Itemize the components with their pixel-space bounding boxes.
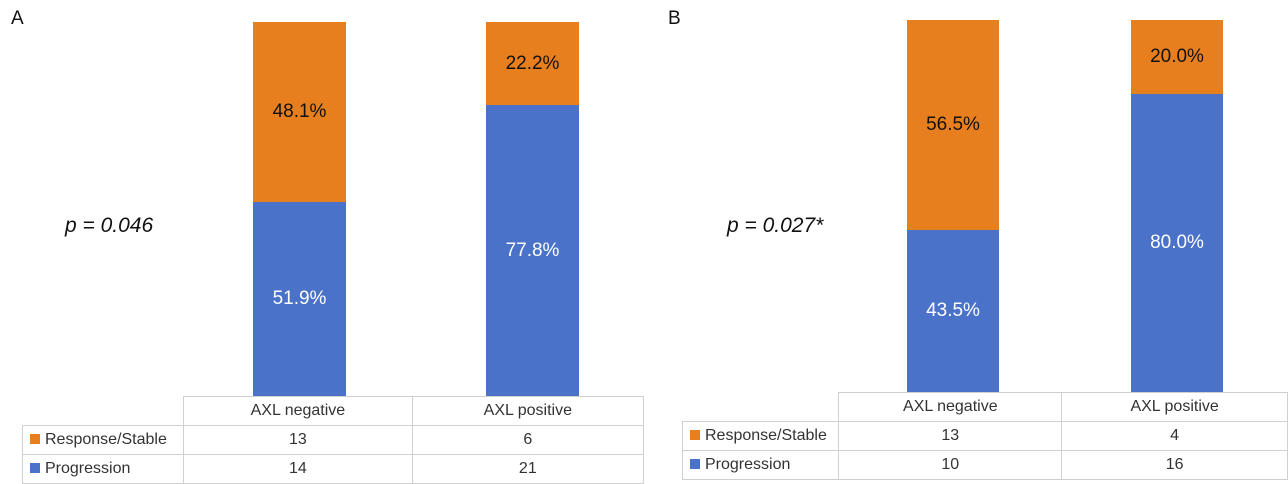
table-cell: 21 — [411, 454, 645, 484]
bar-response: 56.5% — [907, 20, 999, 231]
table-column-header: AXL positive — [1061, 392, 1288, 422]
table-cell: 14 — [183, 454, 413, 484]
chart-panel-b: B p = 0.027* 43.5% 56.5% 80.0% 20.0% AXL ne… — [644, 0, 1288, 480]
bar-response: 20.0% — [1131, 20, 1223, 95]
data-table: AXL negative AXL positive Response/Stabl… — [681, 392, 1288, 480]
table-row: Progression 10 16 — [681, 450, 1288, 480]
table-cell: 6 — [411, 425, 645, 455]
data-label: 51.9% — [272, 287, 327, 309]
p-value-annotation: p = 0.046 — [65, 214, 154, 237]
table-cell: 13 — [838, 421, 1063, 451]
table-cell: 4 — [1061, 421, 1288, 451]
data-table: AXL negative AXL positive Response/Stabl… — [21, 396, 645, 484]
legend-swatch-progression — [690, 458, 700, 469]
table-cell: 10 — [838, 450, 1063, 480]
table-row: Response/Stable 13 4 — [681, 421, 1288, 451]
legend-swatch-progression — [30, 462, 40, 473]
legend-item-response: Response/Stable — [681, 421, 840, 451]
chart-panel-a: A p = 0.046 51.9% 48.1% 77.8% 22.2% AXL neg… — [0, 0, 645, 484]
bar-response: 22.2% — [486, 22, 579, 106]
data-label: 48.1% — [272, 100, 327, 122]
table-column-header: AXL negative — [838, 392, 1063, 422]
panel-letter: A — [11, 8, 24, 29]
bar-progression: 77.8% — [486, 105, 579, 396]
legend-swatch-response — [30, 433, 40, 444]
legend-item-progression: Progression — [21, 454, 185, 484]
bar-progression: 80.0% — [1131, 94, 1223, 392]
legend-item-response: Response/Stable — [21, 425, 185, 455]
table-cell: 13 — [183, 425, 413, 455]
panel-letter: B — [668, 8, 681, 29]
p-value-annotation: p = 0.027* — [727, 214, 824, 237]
table-cell: 16 — [1061, 450, 1288, 480]
bar-response: 48.1% — [253, 22, 346, 202]
data-label: 22.2% — [505, 52, 560, 74]
data-label: 56.5% — [926, 114, 980, 136]
bar-progression: 43.5% — [907, 230, 999, 392]
table-column-header: AXL negative — [183, 396, 413, 426]
data-label: 77.8% — [505, 239, 560, 261]
table-row: Progression 14 21 — [21, 454, 645, 484]
table-header-row: AXL negative AXL positive — [683, 392, 1288, 422]
table-column-header: AXL positive — [411, 396, 645, 426]
data-label: 80.0% — [1150, 232, 1204, 254]
data-label: 43.5% — [926, 300, 980, 322]
data-label: 20.0% — [1150, 46, 1204, 68]
legend-swatch-response — [690, 429, 700, 440]
legend-item-progression: Progression — [681, 450, 840, 480]
bar-progression: 51.9% — [253, 201, 346, 396]
table-row: Response/Stable 13 6 — [21, 425, 645, 455]
table-header-row: AXL negative AXL positive — [23, 396, 645, 426]
